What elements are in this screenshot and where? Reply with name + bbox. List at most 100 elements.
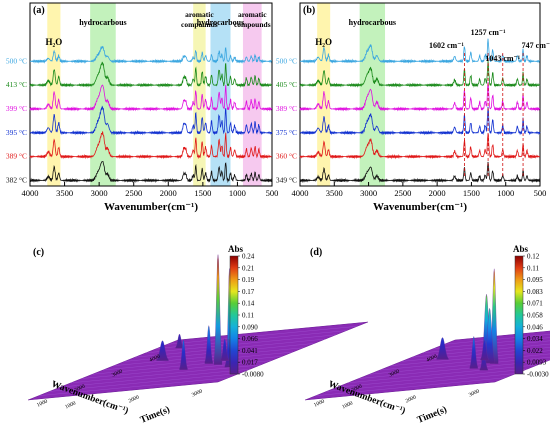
- panel-c-colorbar-tick-label: 0.090: [242, 323, 258, 331]
- panel-c-mesh-line: [145, 334, 336, 354]
- panel-b-peak-label-0: 1602 cm⁻¹: [429, 41, 464, 50]
- panel-a-x-tick-label: 2500: [125, 188, 142, 198]
- panel-c-x-tick-label: 3000: [111, 368, 124, 378]
- panel-c-mesh-line: [81, 360, 272, 379]
- panel-c-y-tick-label: 2000: [128, 394, 141, 404]
- panel-d-mesh-line: [369, 356, 550, 375]
- panel-a-series-line-4: [29, 131, 272, 160]
- panel-c-y-tick-label: 1000: [64, 400, 77, 410]
- panel-a-x-tick-label: 1000: [229, 188, 246, 198]
- panel-a-band-3: [210, 3, 231, 186]
- panel-d-y-tick-label: 1000: [341, 400, 354, 410]
- panel-c-y-axis-label: Time(s): [139, 404, 172, 426]
- panel-b-annot-label-1: hydrocarbous: [349, 18, 396, 27]
- panel-c-mesh-line: [70, 364, 261, 384]
- panel-c-x-tick-label: 1000: [36, 398, 49, 408]
- panel-c-mesh-line: [102, 351, 294, 371]
- panel-c-surface-peak: [204, 325, 213, 364]
- panel-d-colorbar-tick-label: 0.083: [527, 288, 543, 296]
- panel-b-series-line-5: [299, 161, 541, 184]
- panel-c-colorbar-tick-label: 0.041: [242, 347, 258, 355]
- panel-b-peak-label-2: 1043 cm⁻¹: [485, 54, 520, 63]
- panel-d-colorbar-tick-label: 0.058: [527, 312, 543, 320]
- panel-a-series-line-5: [29, 161, 273, 184]
- panel-b-x-tick-label: 2000: [429, 188, 446, 198]
- panel-b-x-tick-label: 2500: [394, 188, 411, 198]
- panel-b-series-label-4: 360 °C: [276, 152, 297, 161]
- panel-d-colorbar-tick-label: 0.095: [527, 276, 543, 284]
- panel-c-colorbar-tick-label: 0.11: [242, 312, 254, 320]
- panel-c-colorbar-tick-label: 0.24: [242, 253, 255, 261]
- panel-a-label: (a): [33, 5, 45, 16]
- panel-d-mesh-line: [444, 334, 550, 345]
- panel-c-colorbar-tick-label: 0.066: [242, 335, 258, 343]
- panel-a-x-tick-label: 4000: [22, 188, 39, 198]
- panel-a-series-line-1: [29, 61, 273, 88]
- panel-d-colorbar-tick-label: 0.0093: [527, 359, 547, 367]
- panel-d-x-tick-label: 1000: [313, 398, 326, 408]
- panel-b-x-tick-label: 1500: [463, 188, 480, 198]
- panel-c-y-tick-label: 3000: [191, 388, 204, 398]
- panel-a-series-label-4: 389 °C: [6, 152, 27, 161]
- panel-c-colorbar-tick-label: 0.17: [242, 288, 255, 296]
- panel-b-series-label-3: 375 °C: [276, 128, 297, 137]
- panel-c-mesh-line: [38, 377, 229, 396]
- panel-a-x-tick-label: 1500: [194, 188, 211, 198]
- panel-b-annot-label-0: H₂O: [315, 37, 332, 47]
- panel-a-series-line-0: [30, 45, 272, 64]
- panel-d-colorbar-tick-label: 0.022: [527, 347, 543, 355]
- panel-a-annot-label-4: aromatic: [238, 10, 267, 19]
- panel-d-colorbar-tick-label: 0.046: [527, 323, 543, 331]
- panel-d-mesh-line: [326, 373, 517, 392]
- panel-b-series-label-5: 349 °C: [276, 175, 297, 184]
- panel-a-series-line-3: [29, 105, 273, 136]
- panel-c-surface-peak: [220, 338, 229, 361]
- panel-b-series-label-1: 405 °C: [276, 80, 297, 89]
- panel-b-x-tick-label: 1000: [497, 188, 514, 198]
- panel-d-label: (d): [310, 247, 322, 258]
- panel-d-mesh-line: [315, 377, 506, 396]
- panel-c-mesh-line: [92, 356, 283, 375]
- panel-c-mesh-line: [60, 368, 251, 388]
- panel-a-band-4: [242, 3, 262, 186]
- panel-d-colorbar-title: Abs: [513, 244, 529, 254]
- panel-b-x-tick-label: 4000: [292, 188, 309, 198]
- panel-a-x-tick-label: 3500: [56, 188, 73, 198]
- panel-b-x-axis-label: Wavenumber(cm⁻¹): [373, 201, 467, 213]
- panel-d-x-tick-label: 3000: [388, 368, 401, 378]
- panel-d-surface-peak: [436, 337, 449, 360]
- panel-d-mesh-line: [433, 337, 550, 349]
- panel-c-colorbar-tick-label: 0.017: [242, 359, 258, 367]
- panel-b-x-tick-label: 3500: [326, 188, 343, 198]
- panel-c-colorbar-tick-label: -0.0080: [242, 371, 264, 379]
- panel-a-annot-label-2: aromatic: [185, 10, 214, 19]
- panel-b-x-tick-label: 500: [534, 188, 547, 198]
- panel-d-surface-peak: [480, 339, 489, 361]
- panel-c-colorbar: [229, 255, 239, 375]
- panel-c-surface-peak: [213, 254, 223, 365]
- panel-b-series-line-1: [299, 60, 541, 88]
- panel-a-annot-label-1: hydrocarbous: [79, 18, 126, 27]
- panel-d-colorbar-tick-label: 0.11: [527, 264, 539, 272]
- panel-a-series-line-2: [29, 84, 273, 112]
- panel-c-mesh-line: [167, 326, 358, 345]
- panel-c-surface-peak: [179, 339, 188, 370]
- panel-c-mesh-line: [49, 373, 240, 392]
- panel-d-x-tick-label: 4000: [426, 353, 439, 363]
- panel-a-x-tick-label: 500: [266, 188, 279, 198]
- panel-d-surface-peak: [469, 335, 478, 369]
- panel-a-x-axis-label: Wavenumber(cm⁻¹): [104, 201, 198, 213]
- panel-a-annot-label-2: compounds: [181, 20, 218, 29]
- panel-d-colorbar-tick-label: 0.071: [527, 300, 543, 308]
- panel-d-colorbar-tick-label: 0.034: [527, 335, 543, 343]
- panel-b-peak-label-1: 1257 cm⁻¹: [471, 28, 506, 37]
- panel-b-series-line-0: [300, 38, 540, 64]
- panel-a-x-tick-label: 2000: [160, 188, 177, 198]
- panel-b-x-tick-label: 3000: [360, 188, 377, 198]
- panel-d-colorbar-tick-label: 0.12: [527, 253, 540, 261]
- panel-a-series-label-1: 413 °C: [6, 80, 27, 89]
- panel-b-band-1: [359, 3, 386, 186]
- panel-c-x-tick-label: 4000: [149, 353, 162, 363]
- panel-a-series-label-2: 399 °C: [6, 104, 27, 113]
